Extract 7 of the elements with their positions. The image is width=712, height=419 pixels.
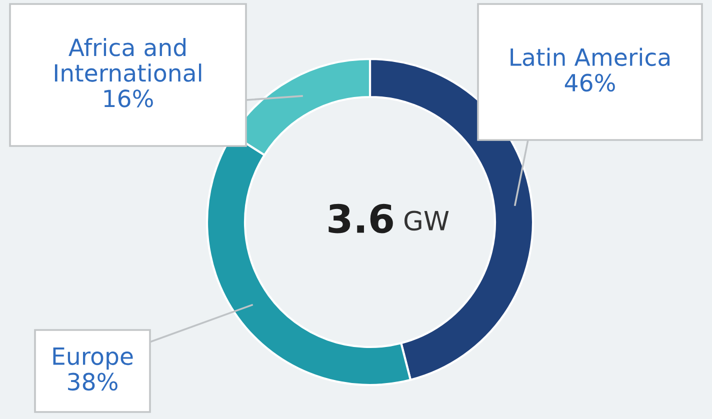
- slice-label: Latin America: [510, 48, 670, 66]
- slice-label: Europe: [53, 348, 133, 370]
- slice-label: Africa and International: [54, 38, 202, 82]
- data-label: 46%: [564, 74, 615, 92]
- text: 3.6 GW: [328, 204, 449, 234]
- data-label: 38%: [68, 372, 118, 391]
- data-label: 16%: [104, 90, 153, 108]
